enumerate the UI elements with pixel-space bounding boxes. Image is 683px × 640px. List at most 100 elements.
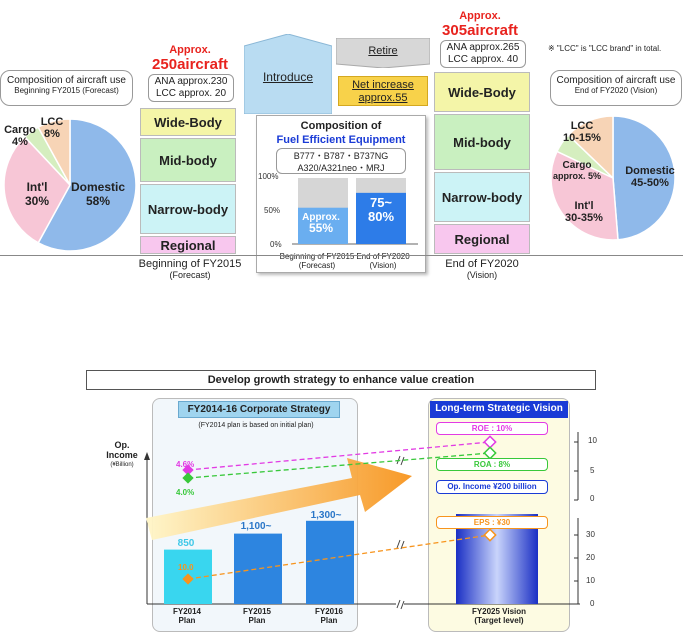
roa-point-end xyxy=(483,446,497,460)
right-tick-bottom-10: 10 xyxy=(586,576,595,585)
left-pie-cargo-text: Cargo xyxy=(4,124,36,136)
roe-line xyxy=(187,441,491,471)
fuel-cap1-line1: Beginning of FY2015 xyxy=(279,252,355,261)
left-pie-title-line2: Beginning FY2015 (Forecast) xyxy=(14,86,119,95)
right-pie-chart xyxy=(550,115,676,241)
fuel-bar1-label: Approx. 55% xyxy=(296,212,346,234)
fuel-cap1-line2: (Forecast) xyxy=(298,261,336,270)
cat-fy2016-line1: FY2016 xyxy=(314,607,344,616)
axis-break-mark xyxy=(396,599,405,610)
fuel-models-line1: B777・B787・B737NG xyxy=(293,151,389,161)
fy2015-approx: Approx. xyxy=(169,44,211,56)
retire-label: Retire xyxy=(368,45,398,57)
fuel-bar-1 xyxy=(298,207,348,244)
right-pie-lcc-text: LCC xyxy=(570,120,594,132)
roe-point-start xyxy=(182,464,194,476)
net-increase-line1: Net increase xyxy=(352,79,414,91)
left-pie-intl-text: Int'l xyxy=(26,180,48,194)
right-pie-cargo-value: approx. 5% xyxy=(552,171,601,181)
right-pie-title-line1: Composition of aircraft use xyxy=(556,75,676,86)
left-pie-lcc-value: 8% xyxy=(44,128,60,140)
fuel-bar2-line1: 75~ xyxy=(369,195,393,210)
right-tick-top-0: 0 xyxy=(590,494,595,503)
right-pie-title-line2: End of FY2020 (Vision) xyxy=(574,86,658,95)
fuel-bar1-line1: Approx. xyxy=(302,212,340,223)
roe-left-label: 4.6% xyxy=(176,460,195,469)
right-pie-slice-intl xyxy=(550,150,619,241)
growth-chart-marks xyxy=(144,432,580,610)
op-income-axis-unit: (¥Billion) xyxy=(110,462,134,468)
fy2015-caption-line1: Beginning of FY2015 xyxy=(138,258,242,270)
fuel-ytick-100: 100% xyxy=(258,172,279,181)
growth-arrow xyxy=(146,458,412,540)
eps-left-label: 10.0 xyxy=(178,563,194,572)
fy2020-caption-line1: End of FY2020 xyxy=(445,258,519,270)
right-pie-cargo-text: Cargo xyxy=(562,160,592,171)
fuel-bar2-line2: 80% xyxy=(367,209,395,224)
fy2015-lcc: LCC approx. 20 xyxy=(155,88,227,99)
right-pie-cargo-label: Cargo approx. 5% xyxy=(548,160,606,181)
fy2015-caption-line2: (Forecast) xyxy=(169,270,211,280)
cat-fy2015: FY2015 Plan xyxy=(230,607,284,625)
left-pie-slice-domestic xyxy=(37,118,137,252)
net-increase-line2: approx.55 xyxy=(358,92,408,104)
eps-point-start xyxy=(182,573,194,585)
right-pie-intl-label: Int'l 30-35% xyxy=(560,200,608,224)
roa-line xyxy=(187,452,491,479)
right-tick-bottom-0: 0 xyxy=(590,599,595,608)
fuel-models-box: B777・B787・B737NG A320/A321neo・MRJ xyxy=(276,148,406,174)
left-pie-slice-intl xyxy=(3,135,71,244)
fuel-cap2-line2: (Vision) xyxy=(369,261,397,270)
fy2020-total: 305aircraft xyxy=(442,22,518,39)
roe-target-box: ROE : 10% xyxy=(436,422,548,435)
cat-fy2015-line1: FY2015 xyxy=(242,607,272,616)
lcc-note: ※ "LCC" is "LCC brand" in total. xyxy=(548,44,662,53)
right-pie-domestic-label: Domestic 45-50% xyxy=(620,165,680,189)
left-pie-domestic-label: Domestic 58% xyxy=(68,180,128,208)
fuel-ytick-50: 50% xyxy=(264,206,281,215)
fy2020-approx: Approx. xyxy=(459,10,501,22)
fy2020-mid-body-segment: Mid-body xyxy=(434,114,530,170)
fuel-bar-chart xyxy=(292,178,418,245)
cat-fy2016-line2: Plan xyxy=(320,616,338,625)
left-pie-lcc-text: LCC xyxy=(40,116,64,128)
fy2015-ana: ANA approx.230 xyxy=(154,76,228,87)
roa-target-box: ROA : 8% xyxy=(436,458,548,471)
axis-break-bg xyxy=(396,600,404,609)
right-pie-slices xyxy=(550,115,676,241)
fy2020-ana: ANA approx.265 xyxy=(446,42,520,53)
cat-fy2025-line1: FY2025 Vision xyxy=(471,607,527,616)
right-pie-domestic-value: 45-50% xyxy=(631,177,669,189)
right-pie-domestic-text: Domestic xyxy=(625,165,675,177)
fuel-cap1: Beginning of FY2015 (Forecast) xyxy=(272,252,362,270)
corporate-strategy-title: FY2014-16 Corporate Strategy xyxy=(178,401,340,418)
eps-line xyxy=(187,534,491,580)
fuel-title-line1: Composition of xyxy=(300,120,382,132)
cat-fy2014-line1: FY2014 xyxy=(172,607,202,616)
fy2020-wide-body-segment: Wide-Body xyxy=(434,72,530,112)
left-pie-domestic-value: 58% xyxy=(85,194,111,208)
bar-fy2014-value: 850 xyxy=(177,538,195,549)
fuel-bars xyxy=(292,178,418,245)
roa-point-start xyxy=(182,472,194,484)
right-tick-bottom-30: 30 xyxy=(586,530,595,539)
retire-arrow xyxy=(336,38,430,68)
fy2020-breakdown-box: ANA approx.265 LCC approx. 40 xyxy=(440,40,526,68)
net-increase-box: Net increase approx.55 xyxy=(338,76,428,106)
bar-fy2015-value: 1,100~ xyxy=(240,521,272,532)
fy2020-regional-segment: Regional xyxy=(434,224,530,254)
right-pie-slice-lcc xyxy=(567,115,614,180)
cat-fy2016: FY2016 Plan xyxy=(302,607,356,625)
fy2015-caption: Beginning of FY2015 (Forecast) xyxy=(125,258,255,280)
fy2020-lcc: LCC approx. 40 xyxy=(447,54,519,65)
growth-banner: Develop growth strategy to enhance value… xyxy=(86,370,596,390)
fy2015-total: 250aircraft xyxy=(152,56,228,73)
left-pie-lcc-label: LCC 8% xyxy=(38,116,66,140)
eps-target-box: EPS : ¥30 xyxy=(436,516,548,529)
vision-title: Long-term Strategic Vision xyxy=(430,401,568,418)
cat-fy2025-line2: (Target level) xyxy=(474,616,524,625)
cat-fy2014-line2: Plan xyxy=(178,616,196,625)
fuel-cap2: End of FY2020 (Vision) xyxy=(348,252,418,270)
right-pie-lcc-label: LCC 10-15% xyxy=(560,120,604,144)
introduce-label: Introduce xyxy=(262,70,314,84)
